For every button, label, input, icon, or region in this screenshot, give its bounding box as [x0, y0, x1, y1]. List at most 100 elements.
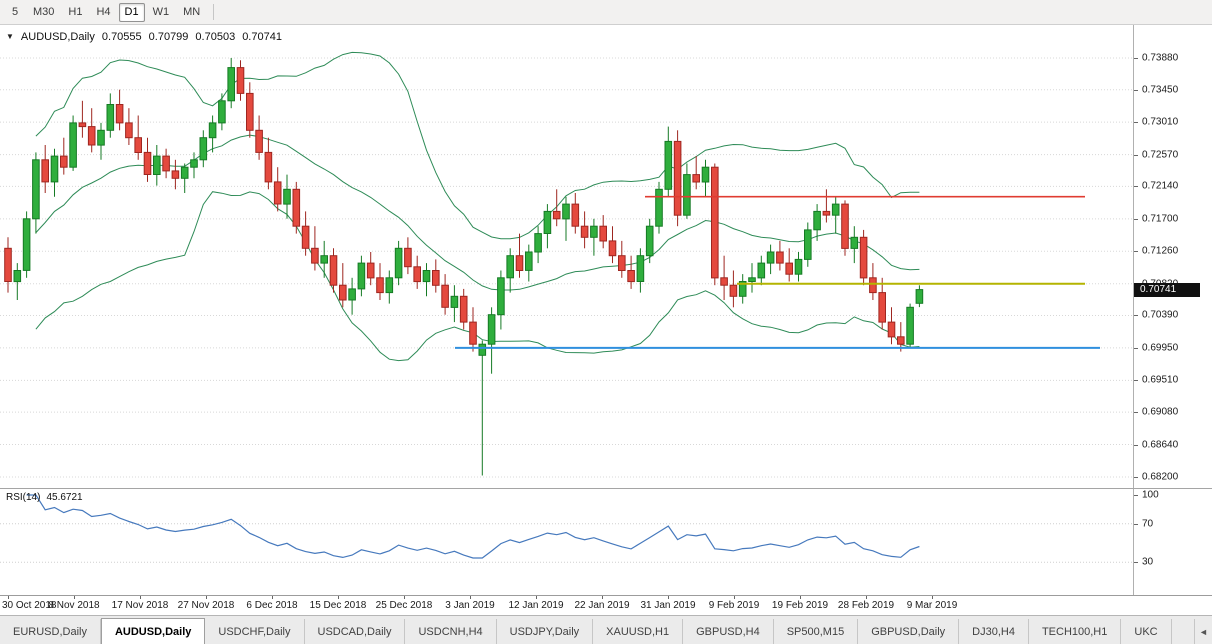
- price-axis-tick: [1134, 89, 1138, 91]
- date-axis-tick: [536, 596, 537, 599]
- price-axis-label: 0.71700: [1142, 213, 1179, 225]
- price-axis-tick: [1134, 444, 1138, 446]
- panel-resize-divider[interactable]: [0, 488, 1212, 489]
- date-axis-label: 12 Jan 2019: [508, 600, 564, 611]
- tab-scroll-left-icon[interactable]: ◄: [1194, 619, 1212, 644]
- date-axis-tick: [800, 596, 801, 599]
- tab-tech100-h1[interactable]: TECH100,H1: [1029, 619, 1122, 644]
- date-axis-label: 19 Feb 2019: [771, 600, 829, 611]
- timeframe-button-m30[interactable]: M30: [33, 5, 55, 18]
- date-axis-tick: [272, 596, 273, 599]
- price-axis-tick: [1134, 477, 1138, 478]
- date-axis-tick: [932, 596, 933, 599]
- rsi-indicator-label: RSI(14) 45.6721: [6, 492, 83, 503]
- date-axis-label: 28 Feb 2019: [837, 600, 895, 611]
- rsi-chart[interactable]: [0, 489, 1133, 595]
- price-axis-tick: [1134, 251, 1138, 253]
- price-axis-label: 0.73450: [1142, 84, 1179, 96]
- price-axis-tick: [1134, 218, 1138, 220]
- timeframe-button-mn[interactable]: MN: [183, 5, 201, 18]
- date-axis-tick: [734, 596, 735, 599]
- toolbar-separator: [213, 4, 215, 20]
- date-axis-tick: [206, 596, 207, 599]
- price-axis-label: 0.70390: [1142, 309, 1179, 321]
- date-axis-tick: [338, 596, 339, 599]
- tab-ukc[interactable]: UKC: [1121, 619, 1172, 644]
- date-axis-label: 3 Jan 2019: [445, 600, 495, 611]
- tab-sp500-m15[interactable]: SP500,M15: [774, 619, 859, 644]
- price-axis-label: 0.71260: [1142, 245, 1179, 257]
- tab-usdjpy-daily[interactable]: USDJPY,Daily: [497, 619, 594, 644]
- date-axis-tick: [668, 596, 669, 599]
- rsi-axis-tick: [1134, 523, 1138, 525]
- price-axis-tick: [1134, 58, 1138, 59]
- ohlc-close: 0.70741: [242, 31, 282, 43]
- date-axis-label: 6 Dec 2018: [246, 600, 298, 611]
- date-axis-label: 27 Nov 2018: [177, 600, 235, 611]
- date-axis-label: 9 Feb 2019: [708, 600, 760, 611]
- price-axis-label: 0.69950: [1142, 342, 1179, 354]
- rsi-value: 45.6721: [46, 492, 83, 503]
- tab-audusd-daily[interactable]: AUDUSD,Daily: [100, 618, 206, 644]
- timeframe-button-h4[interactable]: H4: [96, 5, 111, 18]
- date-axis-tick: [602, 596, 603, 599]
- tab-dj30-h4[interactable]: DJ30,H4: [959, 619, 1029, 644]
- price-axis-separator: [1133, 25, 1134, 488]
- price-axis-tick: [1134, 380, 1138, 382]
- rsi-axis-tick: [1134, 562, 1138, 564]
- date-axis-label: 17 Nov 2018: [111, 600, 169, 611]
- rsi-axis: 100 70 30: [1134, 489, 1212, 595]
- ohlc-open: 0.70555: [101, 31, 142, 43]
- price-axis-label: 0.72570: [1142, 149, 1179, 161]
- current-price-badge: 0.70741: [1134, 282, 1200, 297]
- price-axis-tick: [1134, 315, 1138, 317]
- date-axis-tick: [470, 596, 471, 599]
- timeframe-button-h1[interactable]: H1: [68, 5, 83, 18]
- price-axis-tick: [1134, 122, 1138, 124]
- rsi-panel: RSI(14) 45.6721 100 70 30: [0, 489, 1212, 595]
- date-axis[interactable]: 30 Oct 2018 8 Nov 2018 17 Nov 2018 27 Nov 2…: [0, 595, 1212, 615]
- timeframe-button-w1[interactable]: W1: [152, 5, 170, 18]
- price-axis-tick: [1134, 412, 1138, 414]
- price-axis-label: 0.72140: [1142, 180, 1179, 192]
- date-axis-tick: [140, 596, 141, 599]
- price-axis-tick: [1134, 154, 1138, 156]
- price-axis-tick: [1134, 347, 1138, 349]
- date-axis-tick: [866, 596, 867, 599]
- date-axis-tick: [8, 596, 9, 599]
- timeframe-button-5[interactable]: 5: [11, 5, 19, 18]
- price-axis-label: 0.69510: [1142, 374, 1179, 386]
- tab-gbpusd-h4[interactable]: GBPUSD,H4: [683, 619, 774, 644]
- price-axis-label: 0.73880: [1142, 52, 1179, 64]
- date-axis-label: 22 Jan 2019: [574, 600, 630, 611]
- tab-usdchf-daily[interactable]: USDCHF,Daily: [205, 619, 305, 644]
- price-axis-label: 0.69080: [1142, 406, 1179, 418]
- rsi-axis-tick: [1134, 495, 1138, 496]
- chart-title: ▼ AUDUSD,Daily 0.70555 0.70799 0.70503 0…: [6, 31, 282, 43]
- ohlc-high: 0.70799: [148, 31, 189, 43]
- price-axis-label: 0.73010: [1142, 116, 1179, 128]
- ohlc-low: 0.70503: [195, 31, 236, 43]
- tab-gbpusd-daily[interactable]: GBPUSD,Daily: [858, 619, 960, 644]
- price-axis-label: 0.68200: [1142, 471, 1179, 483]
- date-axis-label: 25 Dec 2018: [375, 600, 433, 611]
- symbol-tabbar: EURUSD,Daily AUDUSD,Daily USDCHF,Daily USDC…: [0, 615, 1212, 644]
- rsi-axis-label: 30: [1142, 556, 1154, 568]
- date-axis-label: 8 Nov 2018: [48, 600, 100, 611]
- date-axis-label: 9 Mar 2019: [906, 600, 958, 611]
- collapse-chart-icon[interactable]: ▼: [6, 32, 14, 41]
- tab-usdcad-daily[interactable]: USDCAD,Daily: [305, 619, 406, 644]
- tab-xauusd-h1[interactable]: XAUUSD,H1: [593, 619, 684, 644]
- tab-eurusd-daily[interactable]: EURUSD,Daily: [0, 619, 101, 644]
- price-chart[interactable]: [0, 25, 1133, 488]
- rsi-axis-label: 100: [1142, 489, 1159, 501]
- tab-usdcnh-h4[interactable]: USDCNH,H4: [405, 619, 497, 644]
- price-axis[interactable]: 0.70741 0.73880 0.73450 0.73010 0.72570 0.72…: [1134, 25, 1212, 488]
- timeframe-button-d1[interactable]: D1: [118, 2, 145, 22]
- timeframe-toolbar: 5 M30 H1 H4 D1 W1 MN: [0, 0, 1212, 25]
- rsi-name: RSI(14): [6, 492, 41, 503]
- date-axis-label: 31 Jan 2019: [640, 600, 696, 611]
- date-axis-label: 30 Oct 2018: [2, 600, 57, 611]
- price-axis-tick: [1134, 186, 1138, 188]
